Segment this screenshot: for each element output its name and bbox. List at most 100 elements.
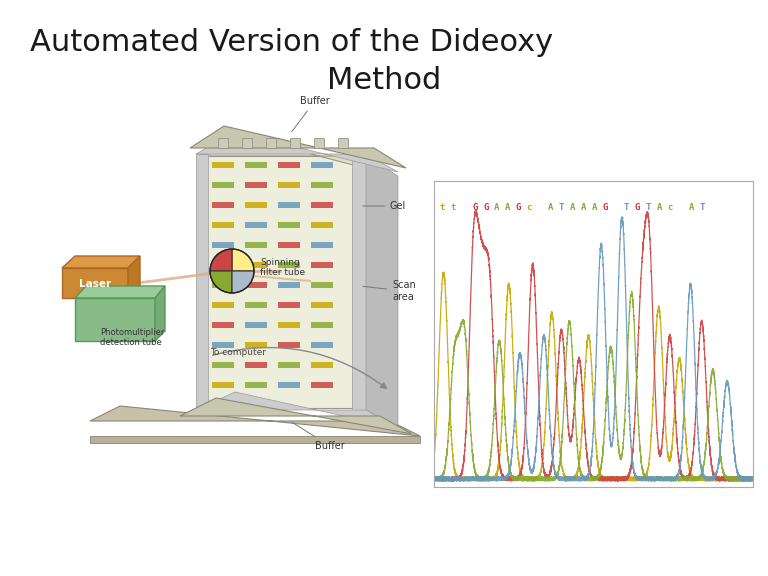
Polygon shape [245, 202, 267, 208]
Polygon shape [311, 322, 333, 328]
Text: G: G [483, 203, 488, 212]
Polygon shape [212, 322, 234, 328]
Polygon shape [196, 132, 398, 172]
Polygon shape [218, 138, 228, 148]
Polygon shape [212, 182, 234, 188]
Polygon shape [128, 256, 140, 298]
Polygon shape [266, 138, 276, 148]
Text: To computer: To computer [210, 348, 266, 357]
Polygon shape [245, 362, 267, 368]
Polygon shape [212, 202, 234, 208]
Polygon shape [242, 138, 252, 148]
Polygon shape [200, 156, 360, 408]
Text: Automated Version of the Dideoxy: Automated Version of the Dideoxy [30, 28, 553, 57]
Polygon shape [212, 242, 234, 248]
Polygon shape [212, 222, 234, 228]
Polygon shape [245, 302, 267, 308]
Text: Buffer: Buffer [293, 422, 345, 451]
Polygon shape [155, 286, 165, 341]
Polygon shape [212, 302, 234, 308]
Polygon shape [278, 242, 300, 248]
Polygon shape [278, 282, 300, 288]
Wedge shape [210, 249, 232, 271]
Text: G: G [602, 203, 607, 212]
Polygon shape [278, 362, 300, 368]
Text: A: A [505, 203, 510, 212]
Polygon shape [200, 134, 395, 176]
Text: Buffer: Buffer [292, 96, 330, 132]
Text: T: T [646, 203, 651, 212]
Polygon shape [278, 162, 300, 168]
Polygon shape [352, 154, 366, 410]
Polygon shape [212, 362, 234, 368]
Polygon shape [190, 126, 406, 168]
Polygon shape [278, 202, 300, 208]
Polygon shape [245, 222, 267, 228]
Polygon shape [245, 322, 267, 328]
Polygon shape [311, 202, 333, 208]
Polygon shape [245, 242, 267, 248]
Polygon shape [360, 156, 395, 428]
Polygon shape [278, 342, 300, 348]
Text: G: G [634, 203, 640, 212]
Polygon shape [311, 162, 333, 168]
Polygon shape [245, 342, 267, 348]
Text: Method: Method [327, 66, 441, 95]
Polygon shape [311, 382, 333, 388]
Polygon shape [311, 182, 333, 188]
Text: A: A [689, 203, 694, 212]
Polygon shape [245, 262, 267, 268]
Polygon shape [245, 382, 267, 388]
Polygon shape [338, 138, 348, 148]
Polygon shape [245, 162, 267, 168]
Polygon shape [278, 302, 300, 308]
Polygon shape [278, 222, 300, 228]
Text: A: A [657, 203, 662, 212]
Polygon shape [311, 242, 333, 248]
Polygon shape [196, 154, 208, 410]
Wedge shape [210, 271, 232, 293]
Polygon shape [196, 392, 398, 428]
Polygon shape [180, 398, 412, 434]
Polygon shape [311, 302, 333, 308]
Text: A: A [591, 203, 597, 212]
Polygon shape [90, 436, 420, 443]
Polygon shape [212, 282, 234, 288]
Text: G: G [472, 203, 478, 212]
Text: c: c [526, 203, 531, 212]
Polygon shape [75, 298, 155, 341]
Text: T: T [700, 203, 705, 212]
Polygon shape [62, 268, 128, 298]
Polygon shape [311, 362, 333, 368]
Wedge shape [232, 271, 254, 293]
Text: A: A [570, 203, 575, 212]
Polygon shape [212, 162, 234, 168]
Polygon shape [314, 138, 324, 148]
Polygon shape [290, 138, 300, 148]
Polygon shape [311, 222, 333, 228]
Polygon shape [278, 182, 300, 188]
Text: Laser: Laser [79, 279, 111, 289]
Polygon shape [62, 256, 140, 268]
Polygon shape [75, 286, 165, 298]
Text: Scan
area: Scan area [362, 280, 415, 302]
Polygon shape [245, 182, 267, 188]
Text: G: G [515, 203, 521, 212]
Polygon shape [278, 322, 300, 328]
Text: t: t [451, 203, 456, 212]
Polygon shape [311, 342, 333, 348]
Polygon shape [366, 156, 398, 428]
Polygon shape [212, 382, 234, 388]
Polygon shape [311, 262, 333, 268]
Polygon shape [212, 342, 234, 348]
Text: T: T [559, 203, 564, 212]
Polygon shape [311, 282, 333, 288]
Text: t: t [439, 203, 445, 212]
Text: Spinning
filter tube: Spinning filter tube [260, 258, 305, 278]
Polygon shape [245, 282, 267, 288]
Text: A: A [494, 203, 499, 212]
Text: Photomultiplier
detection tube: Photomultiplier detection tube [100, 328, 164, 347]
Wedge shape [232, 249, 254, 271]
Text: A: A [548, 203, 554, 212]
Polygon shape [278, 262, 300, 268]
